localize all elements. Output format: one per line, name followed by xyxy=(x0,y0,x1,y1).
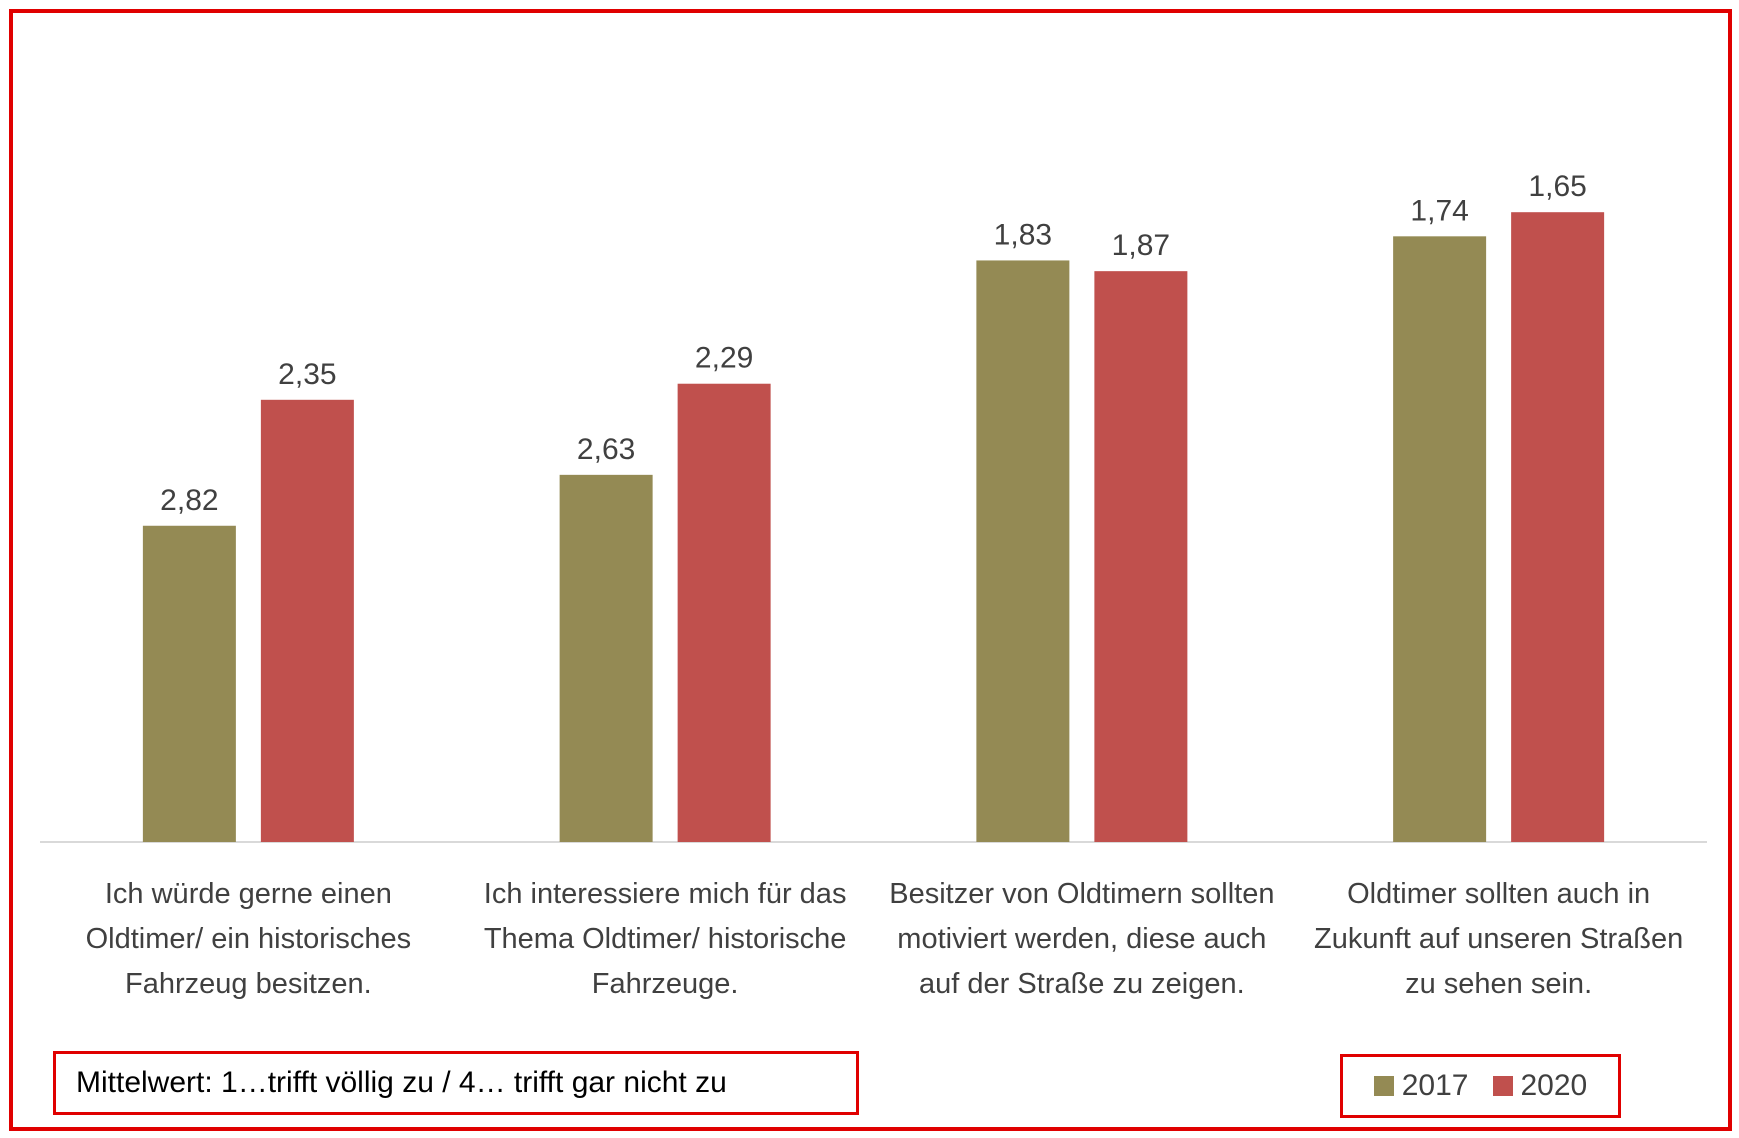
bar xyxy=(1393,236,1487,842)
data-label: 2,63 xyxy=(577,433,635,466)
data-label: 2,35 xyxy=(278,358,336,391)
data-label: 1,83 xyxy=(994,218,1052,251)
legend-label: 2017 xyxy=(1401,1069,1469,1102)
bar xyxy=(1511,212,1605,842)
bar xyxy=(1094,271,1188,842)
frame xyxy=(9,9,1732,1131)
bar xyxy=(260,399,354,842)
annotation: Mittelwert: 1…trifft völlig zu / 4… trif… xyxy=(53,1051,859,1115)
bar xyxy=(142,525,236,842)
data-label: 2,82 xyxy=(160,484,218,517)
legend-swatch xyxy=(1492,1076,1513,1096)
data-label: 1,87 xyxy=(1112,229,1170,262)
legend: 2017 2020 xyxy=(1340,1054,1621,1118)
data-label: 1,65 xyxy=(1528,170,1586,203)
legend-item: 2020 xyxy=(1492,1069,1588,1103)
bar xyxy=(976,260,1070,842)
legend-label: 2020 xyxy=(1520,1069,1588,1102)
legend-item: 2017 xyxy=(1373,1069,1469,1103)
x-tick-label: Ich würde gerne einen Oldtimer/ ein hist… xyxy=(85,878,412,1000)
x-tick-label: Oldtimer sollten auch in Zukunft auf uns… xyxy=(1314,878,1684,1000)
x-tick-label: Ich interessiere mich für das Thema Oldt… xyxy=(483,878,847,1000)
legend-swatch xyxy=(1373,1076,1394,1096)
bar xyxy=(559,474,653,842)
data-label: 1,74 xyxy=(1410,194,1468,227)
x-tick-label: Besitzer von Oldtimern sollten motiviert… xyxy=(889,878,1275,1000)
data-label: 2,29 xyxy=(695,342,753,375)
bar xyxy=(677,383,771,842)
